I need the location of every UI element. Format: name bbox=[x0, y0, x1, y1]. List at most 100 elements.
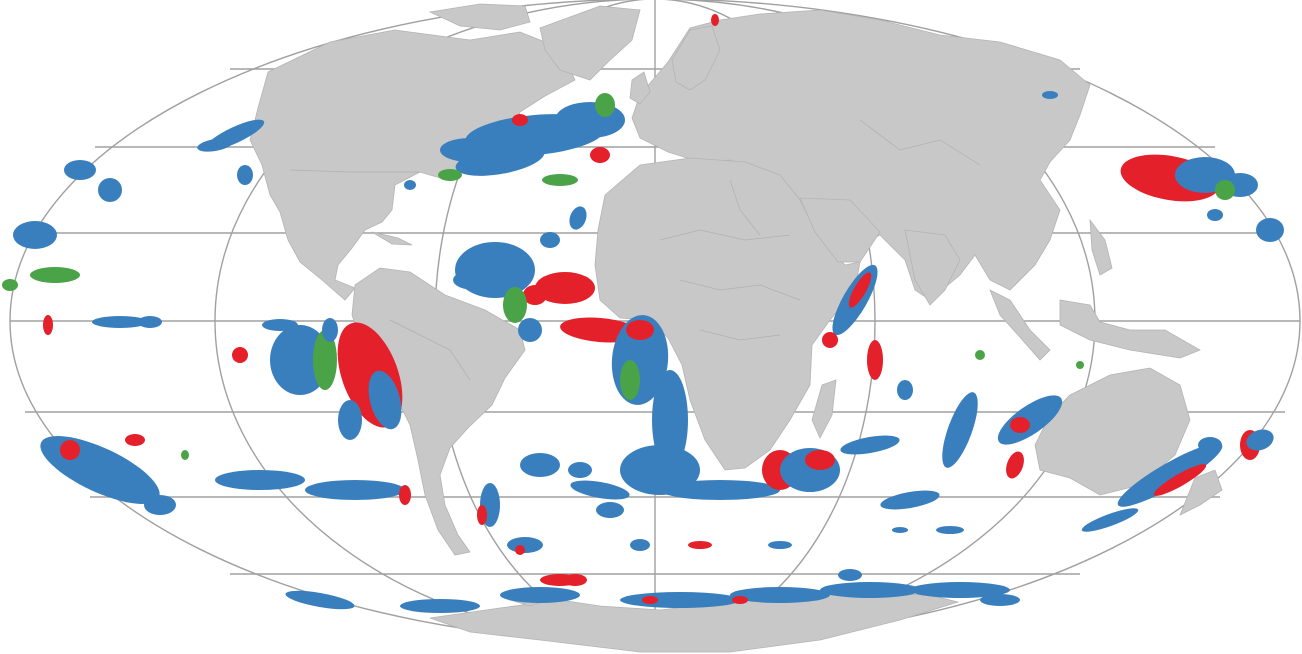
ocean-region-blue bbox=[237, 165, 253, 185]
ocean-region-blue bbox=[138, 316, 162, 328]
ocean-region-blue bbox=[520, 453, 560, 477]
ocean-region-blue bbox=[453, 270, 497, 290]
ocean-region-green bbox=[30, 267, 80, 283]
ocean-region-red bbox=[535, 272, 595, 304]
ocean-region-red bbox=[1153, 464, 1207, 496]
ocean-region-green bbox=[542, 174, 578, 186]
ocean-region-blue bbox=[820, 582, 920, 598]
ocean-region-blue bbox=[897, 380, 913, 400]
ocean-region-red bbox=[125, 434, 145, 446]
border-line bbox=[859, 119, 981, 166]
ocean-region-red bbox=[477, 505, 487, 525]
ocean-region-green bbox=[503, 287, 527, 323]
ocean-region-red bbox=[822, 332, 838, 348]
border-line bbox=[699, 329, 781, 341]
ocean-regions bbox=[2, 14, 1284, 613]
ocean-region-red bbox=[590, 147, 610, 163]
ocean-region-red bbox=[1010, 417, 1030, 433]
ocean-region-blue bbox=[1081, 508, 1139, 532]
ocean-region-blue bbox=[630, 539, 650, 551]
ocean-region-red bbox=[805, 450, 835, 470]
arctic-islands bbox=[428, 3, 531, 31]
ocean-region-blue bbox=[936, 526, 964, 534]
ocean-region-green bbox=[313, 330, 337, 390]
ocean-region-blue bbox=[540, 232, 560, 248]
ocean-region-blue bbox=[1246, 429, 1274, 451]
border-line bbox=[659, 229, 791, 241]
india bbox=[904, 229, 961, 306]
ocean-region-blue bbox=[568, 462, 592, 478]
ocean-region-blue bbox=[13, 221, 57, 249]
ocean-region-red bbox=[642, 596, 658, 604]
ocean-region-blue bbox=[507, 537, 543, 553]
ocean-region-blue bbox=[838, 569, 862, 581]
madagascar bbox=[811, 379, 837, 439]
ocean-region-green bbox=[181, 450, 189, 460]
land bbox=[249, 3, 1223, 653]
ocean-region-blue bbox=[270, 325, 330, 395]
ocean-region-green bbox=[1215, 180, 1235, 200]
ocean-region-blue bbox=[64, 160, 96, 180]
british-isles bbox=[629, 71, 651, 105]
ocean-region-red bbox=[232, 347, 248, 363]
ocean-region-blue bbox=[910, 582, 1010, 598]
ocean-region-blue bbox=[262, 319, 298, 331]
ocean-region-blue bbox=[997, 395, 1063, 445]
ocean-region-blue bbox=[880, 490, 940, 510]
ocean-region-blue bbox=[570, 480, 630, 500]
ocean-region-blue bbox=[660, 480, 780, 500]
ocean-region-blue bbox=[1256, 218, 1284, 242]
ocean-region-blue bbox=[338, 400, 362, 440]
ocean-region-blue bbox=[892, 527, 908, 533]
ocean-region-green bbox=[620, 360, 640, 400]
ocean-region-blue bbox=[368, 370, 402, 430]
ocean-region-green bbox=[1076, 361, 1084, 369]
border-line bbox=[289, 169, 420, 173]
ocean-region-blue bbox=[305, 480, 405, 500]
ocean-region-blue bbox=[596, 502, 624, 518]
ocean-region-red bbox=[515, 545, 525, 555]
ocean-region-blue bbox=[144, 495, 176, 515]
ocean-region-red bbox=[540, 574, 580, 586]
ocean-region-blue bbox=[730, 587, 830, 603]
border-line bbox=[729, 179, 761, 236]
cuba bbox=[371, 231, 413, 246]
ocean-region-red bbox=[711, 14, 719, 26]
ocean-region-blue bbox=[197, 138, 233, 152]
ocean-region-blue bbox=[1117, 443, 1223, 507]
border-line bbox=[679, 279, 801, 301]
ocean-region-red bbox=[523, 285, 547, 305]
ocean-region-blue bbox=[1042, 91, 1058, 99]
ocean-region-blue bbox=[285, 590, 355, 610]
japan bbox=[1089, 218, 1113, 276]
ocean-region-green bbox=[2, 279, 18, 291]
ocean-region-red bbox=[1006, 451, 1024, 479]
ocean-region-blue bbox=[500, 587, 580, 603]
ocean-region-red bbox=[867, 340, 883, 380]
ocean-region-blue bbox=[620, 592, 740, 608]
border-line bbox=[389, 319, 471, 381]
africa bbox=[594, 157, 861, 471]
ocean-region-blue bbox=[98, 178, 122, 202]
ocean-region-red bbox=[512, 114, 528, 126]
ocean-region-red bbox=[848, 272, 872, 308]
ocean-region-red bbox=[43, 315, 53, 335]
ocean-region-blue bbox=[440, 138, 500, 162]
borders bbox=[289, 119, 981, 381]
ocean-region-blue bbox=[518, 318, 542, 342]
ocean-region-green bbox=[595, 93, 615, 117]
ocean-region-blue bbox=[215, 470, 305, 490]
ocean-region-red bbox=[399, 485, 411, 505]
ocean-region-blue bbox=[1198, 437, 1222, 453]
ocean-region-blue bbox=[652, 370, 688, 470]
ocean-region-blue bbox=[400, 599, 480, 613]
new-zealand bbox=[1179, 469, 1223, 516]
ocean-region-blue bbox=[404, 180, 416, 190]
ocean-region-green bbox=[438, 169, 462, 181]
arabia bbox=[799, 197, 881, 263]
ocean-region-red bbox=[732, 596, 748, 604]
ocean-region-blue bbox=[92, 316, 148, 328]
southeast-asia bbox=[989, 289, 1051, 361]
ocean-region-blue bbox=[620, 445, 700, 495]
